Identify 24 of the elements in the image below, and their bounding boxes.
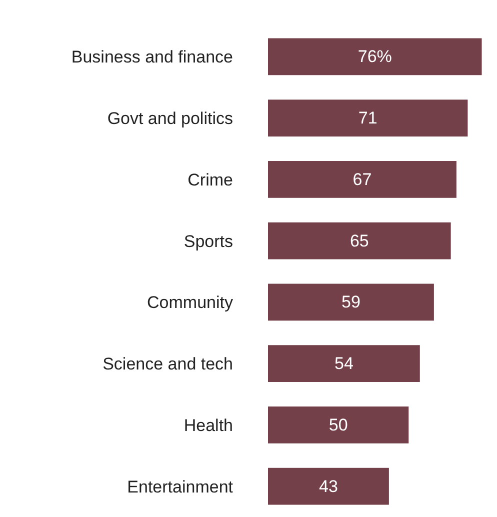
y-tick-label: Business and finance: [71, 48, 233, 67]
data-label: 43: [319, 476, 338, 496]
data-label: 65: [350, 231, 369, 250]
bar: [268, 284, 434, 321]
bar: [268, 468, 389, 505]
data-label: 50: [328, 415, 348, 434]
bar: [268, 161, 456, 198]
bar: [268, 100, 468, 136]
bar: [268, 345, 420, 382]
data-label: 59: [342, 292, 360, 312]
y-tick-label: Govt and politics: [107, 109, 233, 128]
data-label: 67: [352, 170, 372, 189]
y-tick-label: Crime: [188, 170, 233, 190]
y-tick-label: Community: [147, 293, 234, 312]
bar: [268, 406, 409, 444]
y-tick-label: Entertainment: [127, 477, 234, 496]
y-tick-label: Sports: [184, 232, 233, 251]
y-tick-label: Health: [184, 416, 233, 435]
data-label: 54: [334, 354, 354, 374]
data-label: 76%: [358, 47, 392, 66]
bar: [268, 222, 451, 260]
bar: [268, 38, 482, 76]
y-tick-label: Science and tech: [102, 354, 233, 374]
data-label: 71: [358, 108, 378, 128]
